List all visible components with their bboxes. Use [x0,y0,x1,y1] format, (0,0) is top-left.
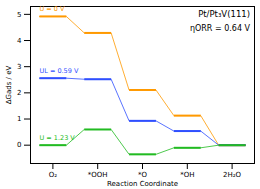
svg-text:5: 5 [17,11,21,19]
svg-text:1: 1 [17,115,21,123]
svg-text:ΔGads / eV: ΔGads / eV [5,66,13,105]
svg-text:*OH: *OH [180,171,194,179]
svg-text:4: 4 [17,37,22,45]
svg-text:UL = 0.59 V: UL = 0.59 V [39,67,78,75]
svg-text:2H₂O: 2H₂O [223,171,242,179]
svg-text:2: 2 [17,89,21,97]
svg-text:Reaction Coordinate: Reaction Coordinate [107,180,178,188]
svg-text:O₂: O₂ [49,171,58,179]
svg-text:U = 1.23 V: U = 1.23 V [39,134,75,142]
svg-text:Pt/Pt₃V(111): Pt/Pt₃V(111) [198,9,250,19]
svg-text:0: 0 [17,141,21,149]
svg-text:ηORR = 0.64 V: ηORR = 0.64 V [190,24,251,33]
svg-text:*OOH: *OOH [88,171,108,179]
svg-text:3: 3 [17,63,21,71]
svg-text:U = 0 V: U = 0 V [39,5,65,13]
svg-text:*O: *O [138,171,148,179]
